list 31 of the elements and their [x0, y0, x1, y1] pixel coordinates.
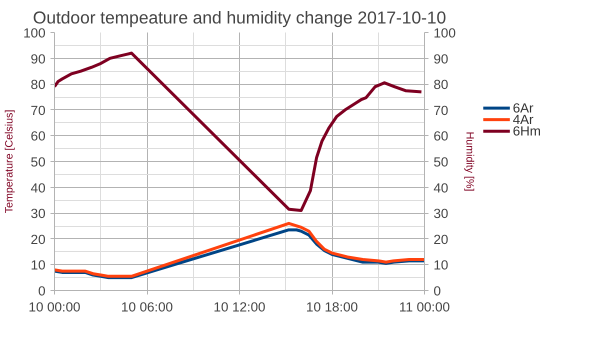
y-tick-label: 70: [30, 102, 46, 118]
x-tick-label: 10 18:00: [306, 300, 358, 314]
y2-tick-label: 60: [434, 128, 448, 144]
y2-tick-label: 40: [434, 180, 448, 196]
y-axis-title: Temperature [Celsius]: [3, 110, 16, 214]
y-tick-label: 90: [30, 51, 46, 66]
x-tick-label: 10 06:00: [121, 300, 173, 314]
y-tick-label: 80: [30, 77, 46, 92]
y2-tick-label: 20: [434, 232, 448, 247]
y-tick-label: 0: [38, 284, 46, 298]
x-tick-label: 10 12:00: [214, 300, 266, 314]
y-tick-label: 40: [30, 180, 46, 196]
y2-tick-label: 90: [434, 51, 448, 66]
y2-tick-label: 30: [434, 206, 448, 222]
y-tick-label: 30: [30, 206, 46, 222]
y2-tick-label: 100: [434, 26, 456, 40]
x-tick-label: 11 00:00: [399, 300, 450, 314]
line-series: [54, 52, 423, 212]
y2-tick-label: 70: [434, 102, 448, 118]
y2-tick-label: 50: [434, 154, 448, 170]
y2-tick-label: 0: [434, 284, 441, 298]
y2-tick-label: 10: [434, 258, 448, 273]
y-tick-label: 20: [30, 232, 46, 247]
y-tick-label: 50: [30, 154, 46, 170]
y2-tick-label: 80: [434, 77, 448, 92]
y-tick-label: 10: [30, 258, 46, 273]
y2-axis-title: Humidity [%]: [464, 132, 476, 192]
y-tick-label: 100: [23, 26, 46, 40]
y-tick-label: 60: [30, 128, 46, 144]
chart-title: Outdoor tempeature and humidity change 2017-10-10: [32, 8, 446, 28]
x-tick-label: 10 00:00: [28, 300, 80, 314]
